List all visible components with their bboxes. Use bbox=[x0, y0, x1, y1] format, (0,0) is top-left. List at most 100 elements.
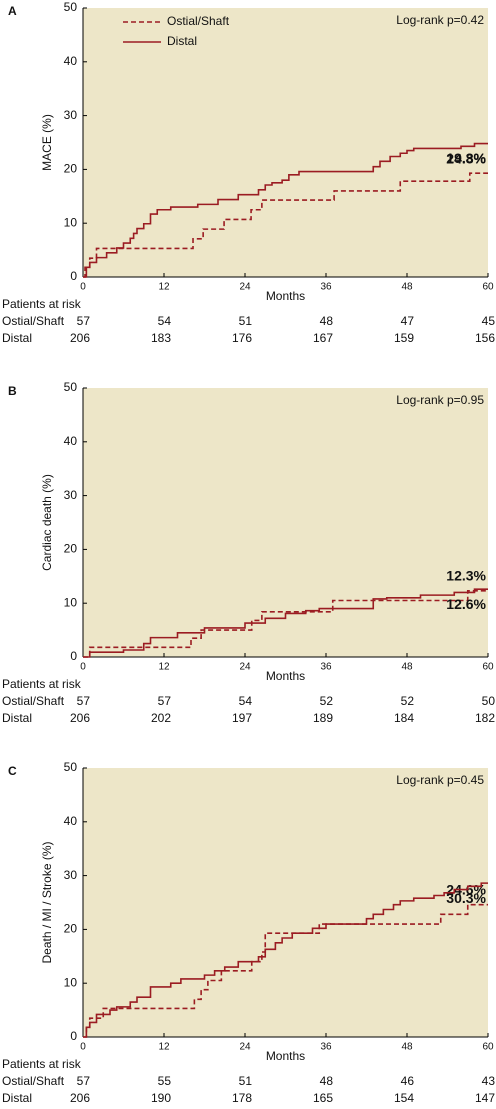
risk-count: 156 bbox=[475, 331, 495, 345]
y-tick-label: 10 bbox=[64, 975, 78, 989]
annotation: Log-rank p=0.95 bbox=[396, 393, 484, 407]
y-tick-label: 50 bbox=[64, 380, 78, 394]
risk-row-name: Distal bbox=[2, 711, 32, 725]
x-tick-label: 12 bbox=[158, 282, 170, 293]
end-label: 24.8% bbox=[446, 150, 486, 166]
risk-count: 57 bbox=[77, 314, 91, 328]
risk-count: 189 bbox=[313, 711, 333, 725]
plot-area bbox=[83, 8, 488, 277]
risk-count: 178 bbox=[232, 1091, 252, 1105]
risk-count: 167 bbox=[313, 331, 333, 345]
km-curve bbox=[83, 588, 488, 658]
annotation: Log-rank p=0.45 bbox=[396, 773, 484, 787]
x-tick-label: 12 bbox=[158, 662, 170, 673]
risk-count: 147 bbox=[475, 1091, 495, 1105]
risk-row-name: Distal bbox=[2, 331, 32, 345]
y-tick-label: 40 bbox=[64, 814, 78, 828]
y-tick-label: 20 bbox=[64, 542, 78, 556]
end-label: 19.3% bbox=[446, 150, 486, 166]
y-axis-label: MACE (%) bbox=[40, 114, 54, 171]
x-tick-label: 0 bbox=[80, 282, 86, 293]
y-tick-label: 10 bbox=[64, 215, 78, 229]
risk-count: 197 bbox=[232, 711, 252, 725]
km-curve bbox=[83, 142, 488, 278]
risk-count: 165 bbox=[313, 1091, 333, 1105]
plot-area bbox=[83, 388, 488, 657]
y-tick-label: 30 bbox=[64, 868, 78, 882]
x-tick-label: 36 bbox=[320, 1042, 332, 1053]
risk-table-title: Patients at risk bbox=[2, 297, 82, 311]
end-label: 30.3% bbox=[446, 890, 486, 906]
y-tick-label: 20 bbox=[64, 162, 78, 176]
risk-count: 48 bbox=[320, 314, 334, 328]
risk-count: 51 bbox=[239, 1074, 253, 1088]
y-tick-label: 40 bbox=[64, 434, 78, 448]
end-label: 12.6% bbox=[446, 596, 486, 612]
x-axis-label: Months bbox=[266, 669, 305, 683]
x-tick-label: 36 bbox=[320, 662, 332, 673]
x-tick-label: 48 bbox=[401, 282, 413, 293]
risk-count: 55 bbox=[158, 1074, 172, 1088]
x-tick-label: 12 bbox=[158, 1042, 170, 1053]
risk-count: 45 bbox=[482, 314, 496, 328]
y-tick-label: 50 bbox=[64, 760, 78, 774]
risk-count: 50 bbox=[482, 694, 496, 708]
risk-row-name: Ostial/Shaft bbox=[2, 314, 65, 328]
risk-count: 52 bbox=[401, 694, 415, 708]
y-tick-label: 50 bbox=[64, 0, 78, 14]
x-axis-label: Months bbox=[266, 289, 305, 303]
y-tick-label: 10 bbox=[64, 595, 78, 609]
x-tick-label: 60 bbox=[482, 282, 494, 293]
km-curve bbox=[83, 172, 488, 278]
risk-count: 47 bbox=[401, 314, 415, 328]
y-tick-label: 20 bbox=[64, 922, 78, 936]
risk-count: 176 bbox=[232, 331, 252, 345]
km-curve bbox=[83, 882, 488, 1038]
risk-count: 54 bbox=[239, 694, 253, 708]
x-tick-label: 0 bbox=[80, 662, 86, 673]
annotation: Log-rank p=0.42 bbox=[396, 13, 484, 27]
x-tick-label: 24 bbox=[239, 662, 251, 673]
x-tick-label: 36 bbox=[320, 282, 332, 293]
y-tick-label: 40 bbox=[64, 54, 78, 68]
risk-count: 190 bbox=[151, 1091, 171, 1105]
risk-count: 182 bbox=[475, 711, 495, 725]
risk-count: 206 bbox=[70, 1091, 90, 1105]
km-curve bbox=[83, 590, 488, 658]
risk-count: 202 bbox=[151, 711, 171, 725]
x-tick-label: 60 bbox=[482, 662, 494, 673]
y-axis-label: Cardiac death (%) bbox=[40, 474, 54, 571]
legend-label: Distal bbox=[167, 34, 197, 48]
risk-count: 52 bbox=[320, 694, 334, 708]
y-tick-label: 30 bbox=[64, 488, 78, 502]
panel-letter: C bbox=[8, 764, 17, 778]
risk-count: 57 bbox=[77, 694, 91, 708]
y-tick-label: 0 bbox=[70, 269, 77, 283]
panel-letter: A bbox=[8, 4, 17, 18]
risk-count: 51 bbox=[239, 314, 253, 328]
risk-count: 57 bbox=[77, 1074, 91, 1088]
legend-label: Ostial/Shaft bbox=[167, 14, 230, 28]
risk-count: 46 bbox=[401, 1074, 415, 1088]
x-tick-label: 48 bbox=[401, 1042, 413, 1053]
risk-count: 54 bbox=[158, 314, 172, 328]
risk-count: 183 bbox=[151, 331, 171, 345]
x-tick-label: 48 bbox=[401, 662, 413, 673]
risk-count: 206 bbox=[70, 331, 90, 345]
x-tick-label: 24 bbox=[239, 1042, 251, 1053]
risk-count: 43 bbox=[482, 1074, 496, 1088]
risk-row-name: Ostial/Shaft bbox=[2, 694, 65, 708]
risk-count: 159 bbox=[394, 331, 414, 345]
risk-count: 154 bbox=[394, 1091, 414, 1105]
y-tick-label: 30 bbox=[64, 108, 78, 122]
y-axis-label: Death / MI / Stroke (%) bbox=[40, 841, 54, 963]
x-tick-label: 60 bbox=[482, 1042, 494, 1053]
risk-count: 48 bbox=[320, 1074, 334, 1088]
risk-row-name: Ostial/Shaft bbox=[2, 1074, 65, 1088]
end-label: 12.3% bbox=[446, 568, 486, 584]
risk-table-title: Patients at risk bbox=[2, 1057, 82, 1071]
y-tick-label: 0 bbox=[70, 649, 77, 663]
x-axis-label: Months bbox=[266, 1049, 305, 1063]
risk-row-name: Distal bbox=[2, 1091, 32, 1105]
